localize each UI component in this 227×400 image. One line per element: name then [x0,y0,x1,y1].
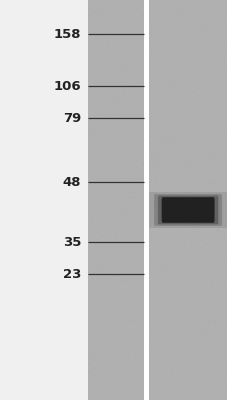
Text: 106: 106 [53,80,81,92]
Text: 158: 158 [53,28,81,40]
Text: 23: 23 [62,268,81,280]
Text: 79: 79 [62,112,81,124]
FancyBboxPatch shape [153,194,221,226]
FancyBboxPatch shape [161,197,214,223]
Bar [148,0,227,400]
Text: 48: 48 [62,176,81,188]
Bar [143,0,148,400]
FancyBboxPatch shape [148,192,226,228]
Bar [87,0,143,400]
Text: 35: 35 [62,236,81,248]
FancyBboxPatch shape [157,196,217,224]
